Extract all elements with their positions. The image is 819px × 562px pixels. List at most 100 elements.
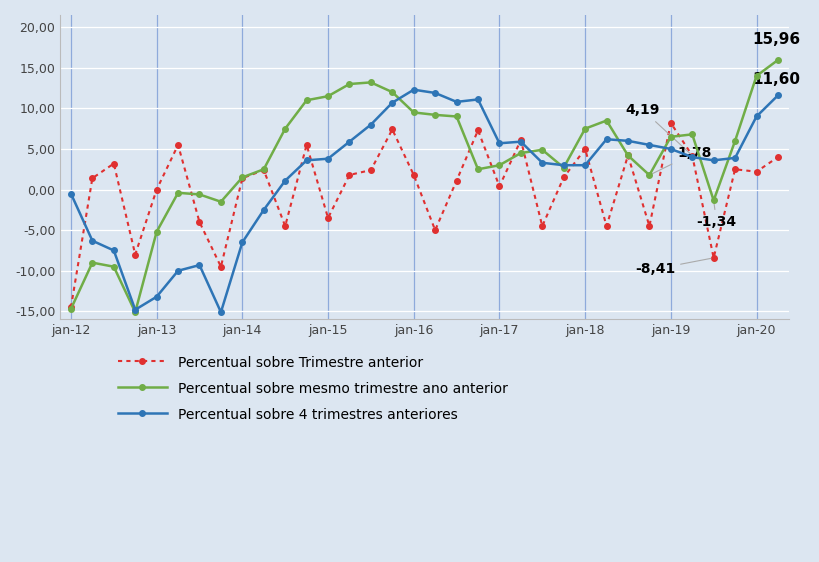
- Percentual sobre Trimestre anterior: [323, 215, 333, 221]
- Percentual sobre Trimestre anterior: [665, 120, 675, 126]
- Percentual sobre 4 trimestres anteriores: [494, 140, 504, 147]
- Percentual sobre Trimestre anterior: [536, 223, 546, 229]
- Percentual sobre 4 trimestres anteriores: [708, 157, 717, 164]
- Percentual sobre 4 trimestres anteriores: [344, 138, 354, 145]
- Percentual sobre mesmo trimestre ano anterior: [430, 111, 440, 118]
- Percentual sobre mesmo trimestre ano anterior: [301, 97, 311, 103]
- Percentual sobre mesmo trimestre ano anterior: [494, 162, 504, 169]
- Percentual sobre Trimestre anterior: [130, 251, 140, 258]
- Percentual sobre mesmo trimestre ano anterior: [66, 306, 76, 312]
- Percentual sobre mesmo trimestre ano anterior: [451, 113, 461, 120]
- Percentual sobre 4 trimestres anteriores: [130, 306, 140, 313]
- Percentual sobre Trimestre anterior: [686, 152, 696, 159]
- Percentual sobre mesmo trimestre ano anterior: [665, 133, 675, 140]
- Percentual sobre 4 trimestres anteriores: [473, 96, 482, 103]
- Percentual sobre 4 trimestres anteriores: [430, 89, 440, 96]
- Percentual sobre mesmo trimestre ano anterior: [708, 197, 717, 204]
- Percentual sobre Trimestre anterior: [280, 223, 290, 229]
- Legend: Percentual sobre Trimestre anterior, Percentual sobre mesmo trimestre ano anteri: Percentual sobre Trimestre anterior, Per…: [118, 356, 507, 422]
- Percentual sobre Trimestre anterior: [409, 171, 419, 178]
- Percentual sobre 4 trimestres anteriores: [536, 160, 546, 166]
- Percentual sobre 4 trimestres anteriores: [109, 247, 119, 254]
- Percentual sobre 4 trimestres anteriores: [409, 87, 419, 93]
- Percentual sobre Trimestre anterior: [259, 167, 269, 174]
- Percentual sobre 4 trimestres anteriores: [387, 99, 396, 106]
- Percentual sobre Trimestre anterior: [751, 169, 761, 175]
- Percentual sobre Trimestre anterior: [430, 227, 440, 234]
- Percentual sobre 4 trimestres anteriores: [644, 142, 654, 148]
- Percentual sobre 4 trimestres anteriores: [729, 155, 739, 161]
- Percentual sobre 4 trimestres anteriores: [194, 262, 204, 269]
- Percentual sobre Trimestre anterior: [644, 223, 654, 229]
- Percentual sobre mesmo trimestre ano anterior: [194, 191, 204, 198]
- Text: 11,60: 11,60: [751, 72, 799, 88]
- Percentual sobre 4 trimestres anteriores: [173, 268, 183, 274]
- Percentual sobre 4 trimestres anteriores: [601, 136, 611, 143]
- Percentual sobre Trimestre anterior: [301, 142, 311, 148]
- Percentual sobre Trimestre anterior: [194, 219, 204, 225]
- Percentual sobre mesmo trimestre ano anterior: [644, 172, 654, 179]
- Percentual sobre 4 trimestres anteriores: [323, 155, 333, 162]
- Percentual sobre 4 trimestres anteriores: [622, 138, 632, 144]
- Percentual sobre 4 trimestres anteriores: [152, 293, 161, 300]
- Percentual sobre mesmo trimestre ano anterior: [215, 198, 225, 205]
- Text: 1,78: 1,78: [651, 146, 711, 174]
- Percentual sobre 4 trimestres anteriores: [686, 154, 696, 161]
- Percentual sobre Trimestre anterior: [344, 171, 354, 178]
- Percentual sobre mesmo trimestre ano anterior: [601, 117, 611, 124]
- Percentual sobre Trimestre anterior: [238, 175, 247, 182]
- Percentual sobre Trimestre anterior: [580, 146, 590, 152]
- Percentual sobre mesmo trimestre ano anterior: [88, 259, 97, 266]
- Percentual sobre mesmo trimestre ano anterior: [152, 228, 161, 235]
- Percentual sobre Trimestre anterior: [451, 177, 461, 184]
- Percentual sobre Trimestre anterior: [708, 255, 717, 261]
- Percentual sobre Trimestre anterior: [365, 167, 375, 174]
- Percentual sobre mesmo trimestre ano anterior: [751, 72, 761, 79]
- Percentual sobre Trimestre anterior: [622, 152, 632, 159]
- Percentual sobre 4 trimestres anteriores: [772, 92, 782, 99]
- Percentual sobre mesmo trimestre ano anterior: [515, 149, 525, 156]
- Percentual sobre mesmo trimestre ano anterior: [259, 166, 269, 173]
- Percentual sobre 4 trimestres anteriores: [280, 177, 290, 184]
- Text: -8,41: -8,41: [634, 259, 710, 276]
- Percentual sobre 4 trimestres anteriores: [88, 237, 97, 244]
- Percentual sobre Trimestre anterior: [601, 223, 611, 229]
- Percentual sobre 4 trimestres anteriores: [238, 239, 247, 246]
- Percentual sobre mesmo trimestre ano anterior: [536, 147, 546, 153]
- Percentual sobre Trimestre anterior: [494, 183, 504, 190]
- Percentual sobre mesmo trimestre ano anterior: [686, 131, 696, 138]
- Percentual sobre 4 trimestres anteriores: [580, 162, 590, 169]
- Percentual sobre mesmo trimestre ano anterior: [409, 109, 419, 116]
- Line: Percentual sobre Trimestre anterior: Percentual sobre Trimestre anterior: [68, 120, 780, 310]
- Percentual sobre Trimestre anterior: [387, 126, 396, 133]
- Percentual sobre 4 trimestres anteriores: [301, 157, 311, 164]
- Percentual sobre 4 trimestres anteriores: [259, 206, 269, 213]
- Text: 4,19: 4,19: [625, 103, 690, 153]
- Percentual sobre mesmo trimestre ano anterior: [323, 93, 333, 99]
- Percentual sobre Trimestre anterior: [558, 174, 568, 181]
- Percentual sobre mesmo trimestre ano anterior: [344, 80, 354, 87]
- Percentual sobre 4 trimestres anteriores: [665, 146, 675, 152]
- Percentual sobre mesmo trimestre ano anterior: [729, 138, 739, 144]
- Percentual sobre 4 trimestres anteriores: [451, 98, 461, 105]
- Percentual sobre Trimestre anterior: [88, 175, 97, 182]
- Percentual sobre mesmo trimestre ano anterior: [558, 164, 568, 171]
- Percentual sobre mesmo trimestre ano anterior: [580, 125, 590, 132]
- Percentual sobre Trimestre anterior: [173, 142, 183, 148]
- Percentual sobre 4 trimestres anteriores: [558, 162, 568, 169]
- Percentual sobre Trimestre anterior: [772, 154, 782, 161]
- Percentual sobre 4 trimestres anteriores: [215, 309, 225, 315]
- Percentual sobre Trimestre anterior: [473, 127, 482, 134]
- Percentual sobre mesmo trimestre ano anterior: [173, 189, 183, 196]
- Percentual sobre mesmo trimestre ano anterior: [772, 57, 782, 64]
- Percentual sobre Trimestre anterior: [215, 264, 225, 270]
- Percentual sobre mesmo trimestre ano anterior: [387, 89, 396, 96]
- Percentual sobre mesmo trimestre ano anterior: [238, 174, 247, 181]
- Percentual sobre Trimestre anterior: [66, 304, 76, 311]
- Percentual sobre 4 trimestres anteriores: [515, 138, 525, 145]
- Percentual sobre Trimestre anterior: [109, 160, 119, 167]
- Percentual sobre 4 trimestres anteriores: [66, 191, 76, 197]
- Percentual sobre mesmo trimestre ano anterior: [622, 152, 632, 159]
- Percentual sobre mesmo trimestre ano anterior: [365, 79, 375, 86]
- Text: 15,96: 15,96: [751, 32, 799, 47]
